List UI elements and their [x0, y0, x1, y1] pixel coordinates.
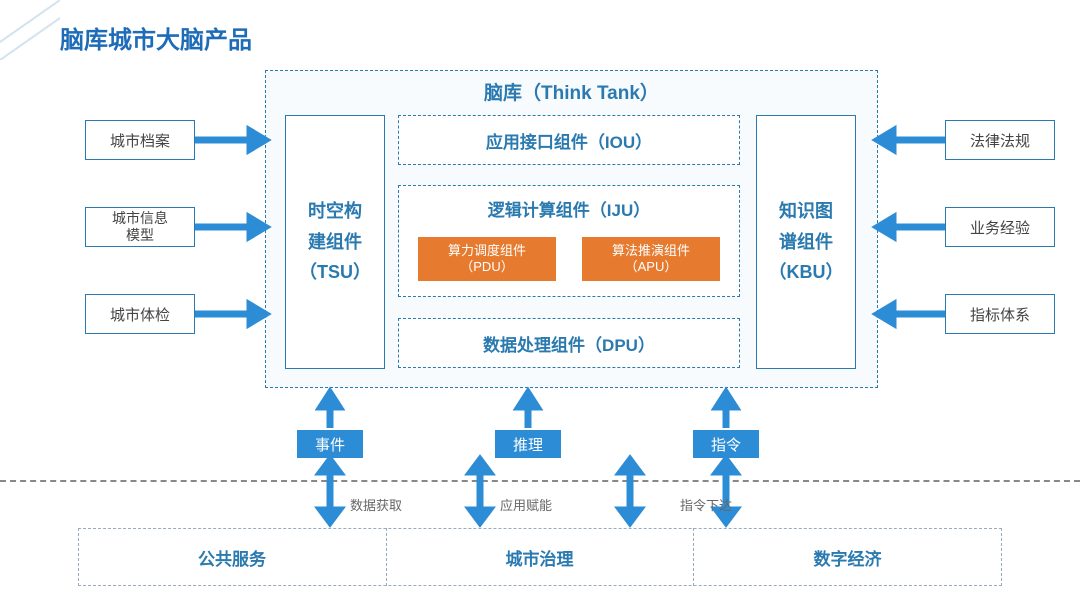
- arrow-bi-1: [321, 460, 339, 522]
- left-input-city-check: 城市体检: [85, 294, 195, 334]
- arrow-up-infer: [519, 393, 537, 428]
- flow-label-data: 数据获取: [350, 495, 402, 514]
- arrow-right-2: [878, 218, 945, 236]
- tsu-box: 时空构 建组件 （TSU）: [285, 115, 385, 369]
- cim-l2: 模型: [126, 227, 154, 244]
- iou-box: 应用接口组件（IOU）: [398, 115, 740, 165]
- flow-label-app: 应用赋能: [500, 495, 552, 514]
- page-title: 脑库城市大脑产品: [60, 20, 252, 55]
- arrow-left-1: [195, 131, 265, 149]
- tsu-l2: 建组件: [308, 227, 362, 258]
- right-input-biz: 业务经验: [945, 207, 1055, 247]
- pill-cmd: 指令: [693, 430, 759, 458]
- right-input-metric: 指标体系: [945, 294, 1055, 334]
- arrow-up-event: [321, 393, 339, 428]
- pill-infer: 推理: [495, 430, 561, 458]
- arrow-bi-3: [621, 460, 639, 522]
- bottom-digital: 数字经济: [693, 530, 1002, 584]
- kbu-l2: 谱组件: [779, 227, 833, 258]
- left-input-city-info-model: 城市信息 模型: [85, 207, 195, 247]
- pdu-box: 算力调度组件 （PDU）: [418, 237, 556, 281]
- bottom-gov: 城市治理: [386, 530, 693, 584]
- kbu-l3: （KBU）: [769, 257, 844, 288]
- tsu-l3: （TSU）: [299, 257, 371, 288]
- cim-l1: 城市信息: [112, 210, 168, 227]
- arrow-up-cmd: [717, 393, 735, 428]
- pdu-l1: 算力调度组件: [448, 243, 526, 259]
- bottom-public: 公共服务: [78, 530, 386, 584]
- iju-label: 逻辑计算组件（IJU）: [488, 196, 650, 221]
- apu-l1: 算法推演组件: [612, 243, 690, 259]
- dpu-box: 数据处理组件（DPU）: [398, 318, 740, 368]
- corner-decoration: [0, 0, 60, 60]
- apu-l2: （APU）: [625, 259, 678, 275]
- kbu-l1: 知识图: [779, 196, 833, 227]
- arrow-right-3: [878, 305, 945, 323]
- left-input-city-archive: 城市档案: [85, 120, 195, 160]
- pdu-l2: （PDU）: [460, 259, 513, 275]
- arrow-left-3: [195, 305, 265, 323]
- pill-event: 事件: [297, 430, 363, 458]
- arrow-right-1: [878, 131, 945, 149]
- flow-label-cmd: 指令下达: [680, 495, 732, 514]
- think-tank-title: 脑库（Think Tank）: [265, 78, 878, 105]
- right-input-law: 法律法规: [945, 120, 1055, 160]
- arrow-bi-2: [471, 460, 489, 522]
- apu-box: 算法推演组件 （APU）: [582, 237, 720, 281]
- horizontal-divider: [0, 480, 1080, 482]
- arrow-left-2: [195, 218, 265, 236]
- kbu-box: 知识图 谱组件 （KBU）: [756, 115, 856, 369]
- tsu-l1: 时空构: [308, 196, 362, 227]
